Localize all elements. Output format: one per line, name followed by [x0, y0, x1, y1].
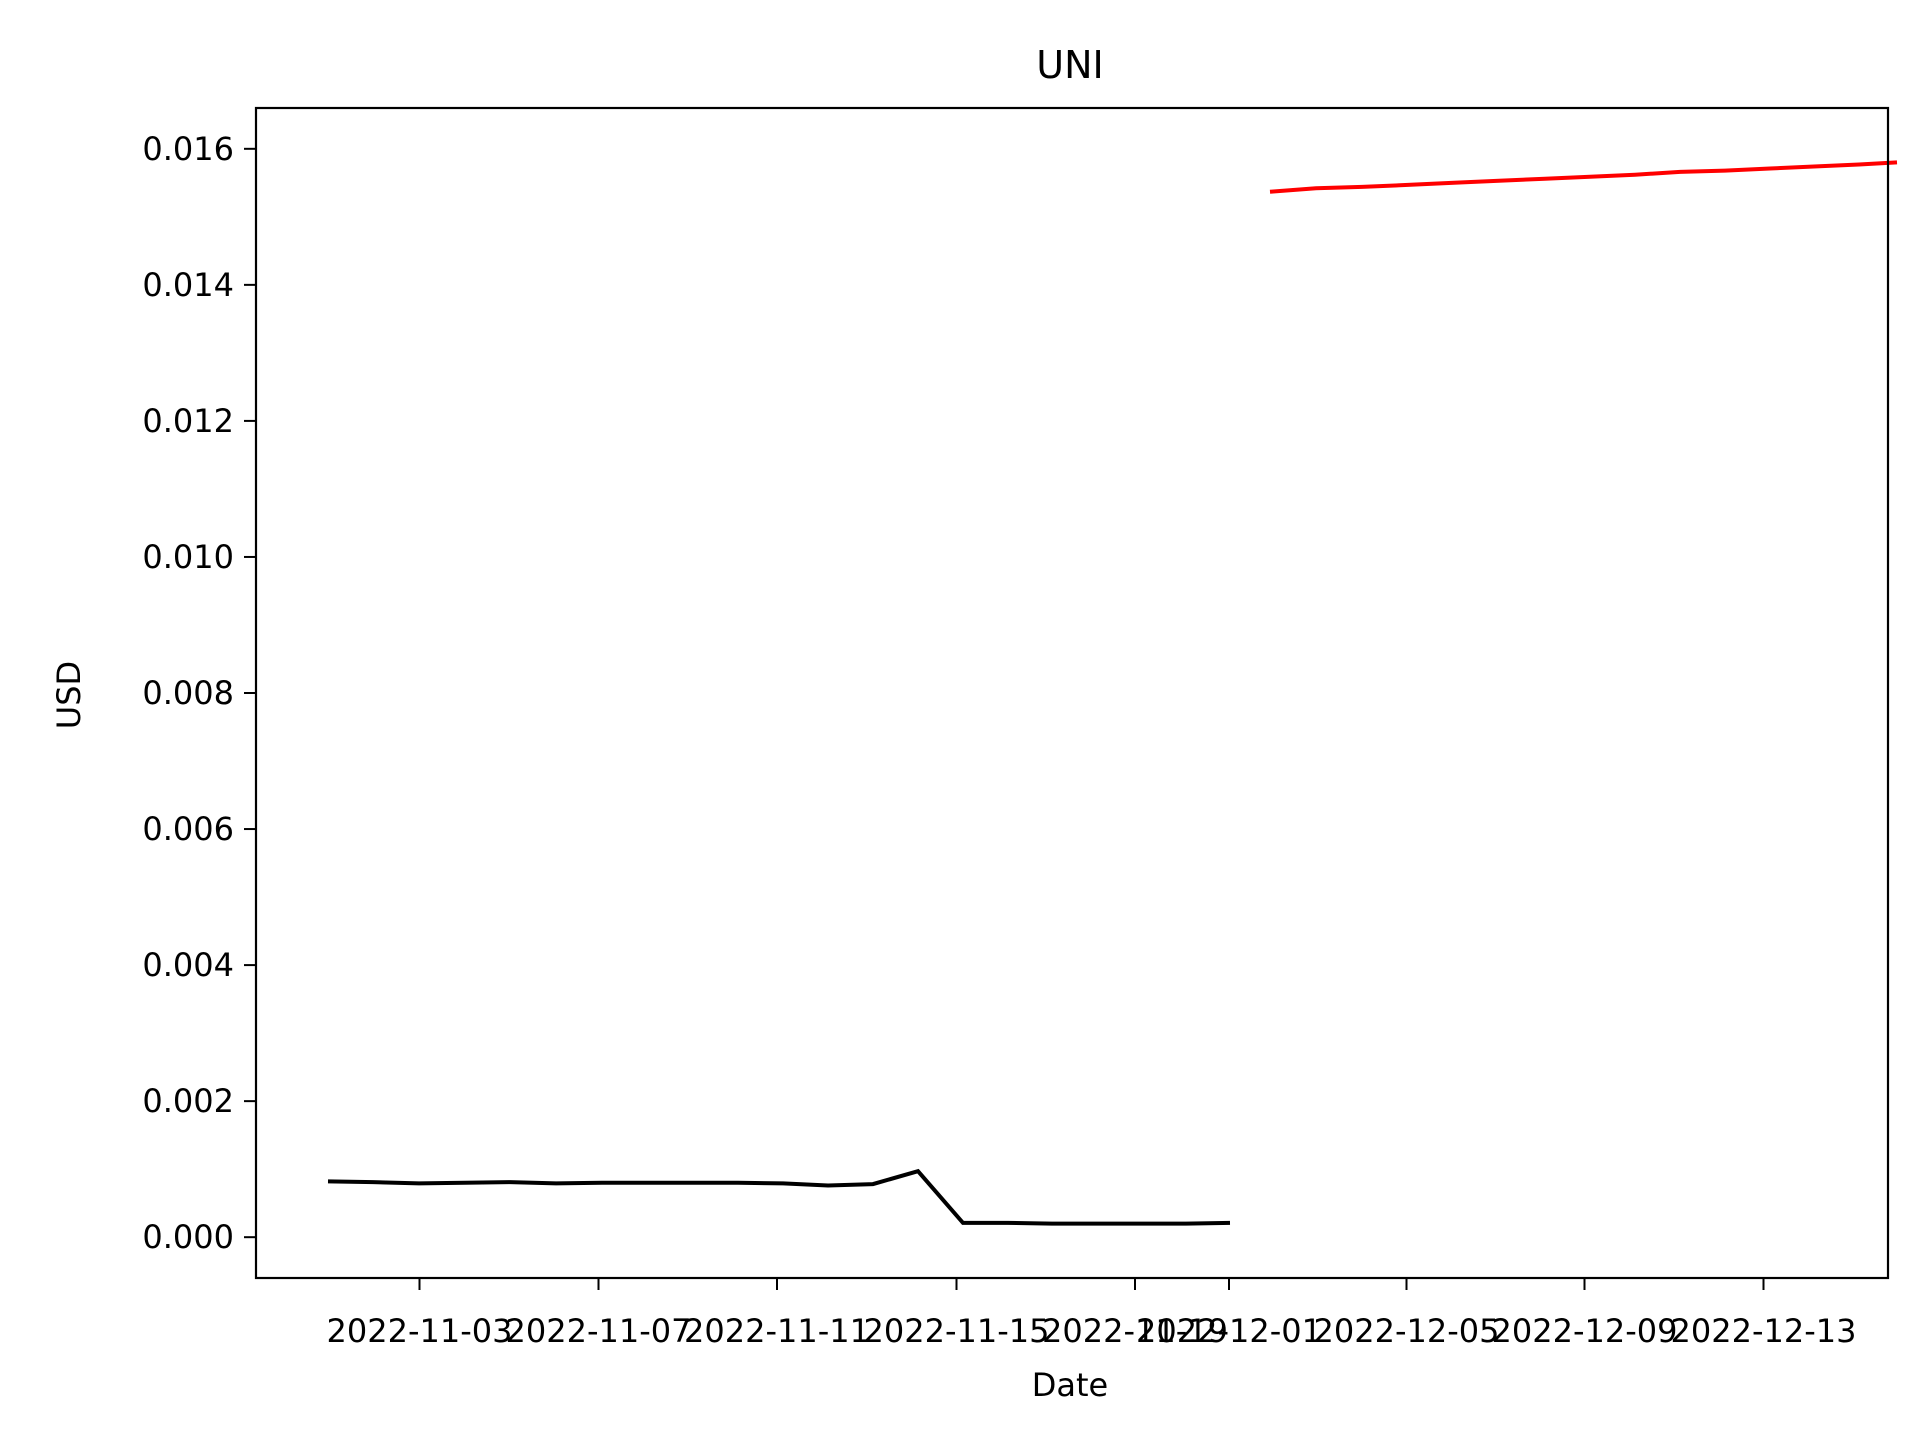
x-tick-label: 2022-11-11 [684, 1312, 870, 1350]
x-tick-label: 2022-11-15 [864, 1312, 1050, 1350]
x-axis-ticks: 2022-11-032022-11-072022-11-112022-11-15… [327, 1278, 1857, 1350]
x-tick-label: 2022-11-03 [327, 1312, 513, 1350]
y-tick-label: 0.000 [142, 1218, 234, 1256]
x-axis-title: Date [1032, 1366, 1108, 1404]
y-tick-label: 0.012 [142, 402, 234, 440]
y-axis-title: USD [50, 661, 88, 729]
series-line-1 [1269, 160, 1898, 194]
x-tick-label: 2022-11-07 [506, 1312, 692, 1350]
y-tick-label: 0.004 [142, 946, 234, 984]
x-tick-label: 2022-12-05 [1314, 1312, 1500, 1350]
x-tick-label: 2022-11-19 [1042, 1312, 1228, 1350]
y-tick-label: 0.010 [142, 538, 234, 576]
x-tick-label: 2022-12-01 [1136, 1312, 1322, 1350]
series-layer [327, 160, 1898, 1226]
y-tick-label: 0.002 [142, 1082, 234, 1120]
x-tick-label: 2022-12-13 [1671, 1312, 1857, 1350]
y-tick-label: 0.006 [142, 810, 234, 848]
y-tick-label: 0.008 [142, 674, 234, 712]
y-axis-ticks: 0.000 0.002 0.004 0.006 0.008 0.010 0.012 0.014… [142, 130, 256, 1256]
y-tick-label: 0.014 [142, 266, 234, 304]
plot-frame [254, 106, 1890, 1280]
series-line-0 [327, 1168, 1231, 1226]
chart-title: UNI [1036, 43, 1103, 87]
y-tick-label: 0.016 [142, 130, 234, 168]
x-tick-label: 2022-12-09 [1492, 1312, 1678, 1350]
